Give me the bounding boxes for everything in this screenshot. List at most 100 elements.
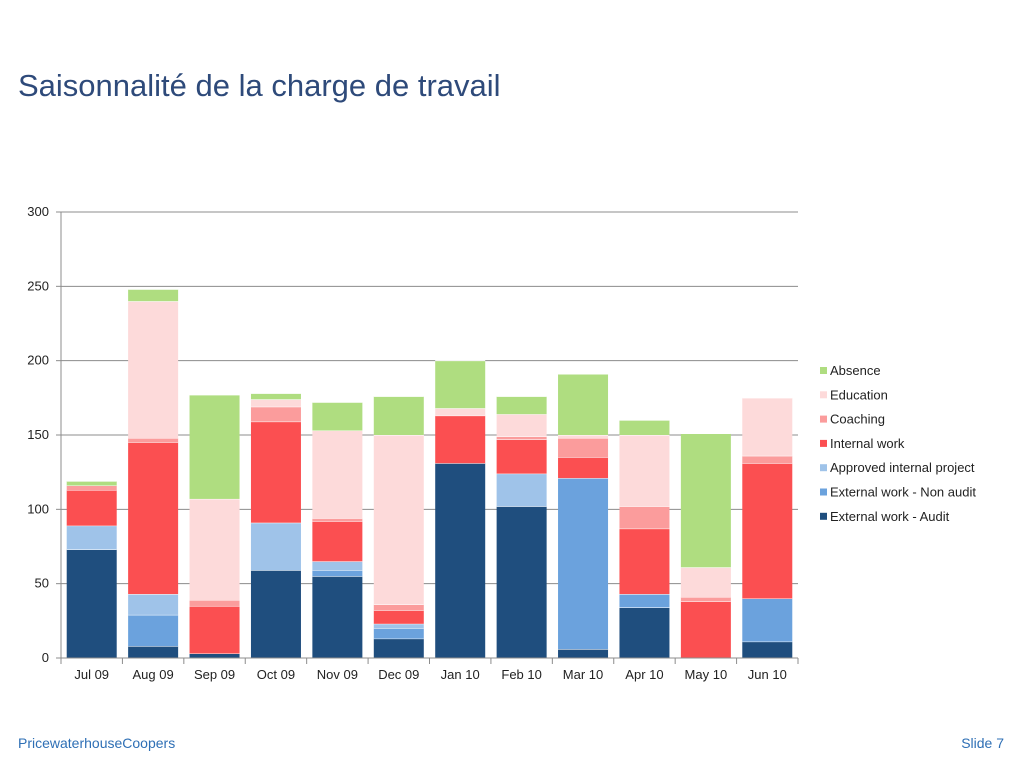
bar-segment	[312, 576, 363, 658]
x-tick-label: Mar 10	[563, 667, 603, 682]
bar-segment	[496, 414, 547, 437]
y-tick-label: 100	[27, 501, 49, 516]
bar-segment	[373, 623, 424, 629]
footer-slide-number: Slide 7	[961, 735, 1004, 751]
bar-segment	[435, 408, 486, 416]
bar-segment	[619, 594, 670, 608]
legend-label: External work - Audit	[830, 509, 950, 524]
bar-segment	[66, 490, 117, 526]
bar-segment	[189, 394, 240, 499]
bar-segment	[128, 437, 179, 443]
bar-segment	[250, 393, 301, 400]
bar-segment	[189, 600, 240, 606]
legend-label: Absence	[830, 363, 881, 378]
y-tick-label: 150	[27, 427, 49, 442]
bar-segment	[66, 549, 117, 658]
bar-segment	[742, 455, 793, 464]
bar-segment	[742, 463, 793, 599]
bar-segment	[128, 442, 179, 595]
legend-swatch	[820, 464, 827, 472]
bar-segment	[742, 397, 793, 456]
legend-label: External work - Non audit	[830, 485, 976, 500]
bar-segment	[496, 439, 547, 474]
bar-segment	[373, 396, 424, 435]
bar-segment	[312, 570, 363, 577]
bar-segment	[312, 402, 363, 431]
bar-segment	[619, 528, 670, 595]
bar-segment	[373, 610, 424, 624]
bar-segment	[435, 463, 486, 658]
bar-segment	[373, 638, 424, 658]
bar-segment	[312, 521, 363, 562]
bar-segment	[619, 607, 670, 658]
bar-segment	[66, 481, 117, 486]
bar-segment	[435, 415, 486, 464]
chart-bars	[66, 288, 793, 658]
bar-segment	[496, 436, 547, 440]
bar-segment	[680, 597, 731, 602]
bar-segment	[619, 506, 670, 529]
bar-segment	[189, 653, 240, 658]
bar-segment	[128, 614, 179, 647]
legend-label: Coaching	[830, 412, 885, 427]
chart-grid	[61, 211, 798, 585]
legend-swatch	[820, 391, 827, 399]
bar-segment	[496, 396, 547, 415]
footer-company: PricewaterhouseCoopers	[18, 735, 176, 751]
bar-segment	[496, 473, 547, 507]
legend-swatch	[820, 512, 827, 520]
legend-swatch	[820, 439, 827, 447]
bar-segment	[250, 522, 301, 571]
bar-segment	[680, 601, 731, 658]
bar-segment	[128, 301, 179, 438]
bar-segment	[680, 433, 731, 568]
legend-label: Internal work	[830, 436, 905, 451]
legend-label: Education	[830, 387, 888, 402]
x-tick-label: Oct 09	[257, 667, 295, 682]
bar-segment	[128, 646, 179, 658]
x-tick-label: Sep 09	[194, 667, 235, 682]
chart-axes: 0 50 100 150 200 250 300 Jul 09 Aug 09 Sep 09 Oct …	[27, 204, 799, 682]
x-tick-label: Dec 09	[378, 667, 419, 682]
bar-segment	[373, 435, 424, 605]
bar-segment	[558, 457, 609, 479]
bar-segment	[189, 498, 240, 601]
x-tick-label: Nov 09	[317, 667, 358, 682]
x-tick-label: Feb 10	[501, 667, 541, 682]
bar-segment	[312, 430, 363, 519]
bar-segment	[312, 561, 363, 571]
bar-segment	[619, 420, 670, 435]
x-tick-label: Apr 10	[625, 667, 663, 682]
bar-segment	[312, 518, 363, 522]
bar-segment	[496, 506, 547, 658]
y-tick-label: 250	[27, 278, 49, 293]
x-tick-label: Jun 10	[748, 667, 787, 682]
y-tick-label: 200	[27, 353, 49, 368]
legend-swatch	[820, 488, 827, 496]
bar-segment	[742, 641, 793, 658]
bar-segment	[66, 485, 117, 491]
legend-swatch	[820, 367, 827, 374]
y-tick-label: 300	[27, 204, 49, 219]
bar-segment	[619, 435, 670, 507]
bar-segment	[435, 360, 486, 409]
bar-segment	[250, 406, 301, 422]
bar-segment	[558, 374, 609, 435]
bar-segment	[250, 570, 301, 658]
bar-segment	[128, 594, 179, 615]
bar-segment	[558, 435, 609, 438]
bar-segment	[742, 598, 793, 642]
bar-segment	[373, 604, 424, 611]
x-tick-label: Jan 10	[441, 667, 480, 682]
y-tick-label: 50	[35, 576, 49, 591]
legend-swatch	[820, 415, 827, 423]
bar-segment	[189, 605, 240, 654]
bar-segment	[250, 399, 301, 407]
y-tick-label: 0	[42, 650, 49, 665]
bar-segment	[66, 525, 117, 550]
bar-segment	[373, 628, 424, 639]
bar-segment	[680, 567, 731, 598]
bar-segment	[558, 649, 609, 658]
bar-segment	[128, 289, 179, 302]
